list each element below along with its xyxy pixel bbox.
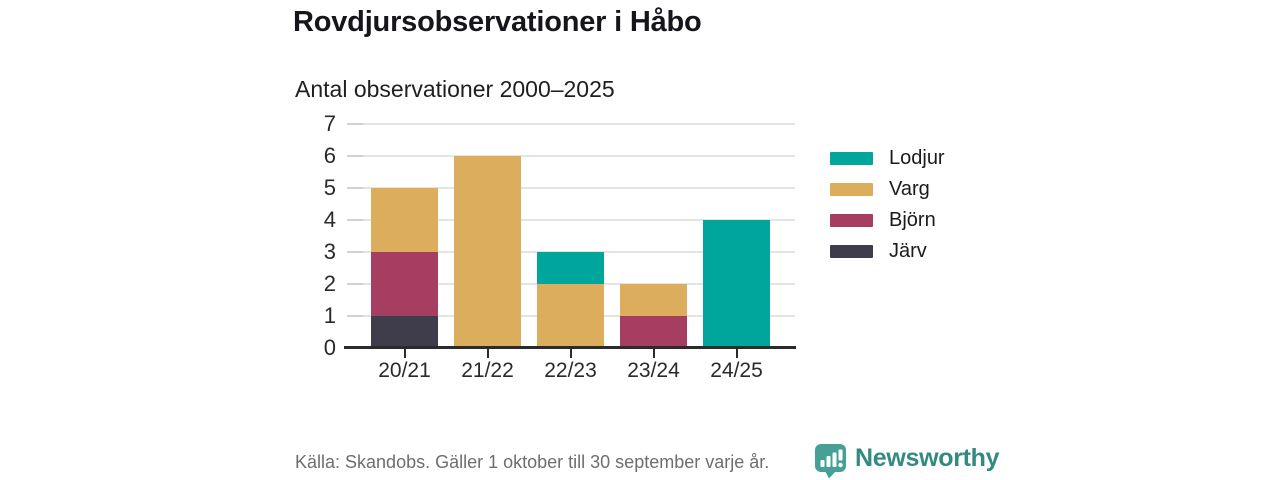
legend-swatch-järv (830, 245, 873, 258)
y-tick (347, 187, 363, 189)
gridline-y7 (347, 123, 795, 125)
newsworthy-logo: Newsworthy (814, 443, 1000, 479)
bar-segment-lodjur (703, 220, 770, 348)
bar-segment-varg (537, 284, 604, 348)
bar-22-23 (537, 252, 604, 348)
bar-segment-lodjur (537, 252, 604, 284)
y-axis-label-2: 2 (323, 271, 336, 296)
y-tick (347, 155, 363, 157)
legend-swatch-varg (830, 183, 873, 196)
bar-segment-järv (371, 316, 438, 348)
legend: Lodjur Varg Björn Järv (830, 143, 945, 267)
x-axis-label-22-23: 22/23 (544, 359, 597, 382)
newsworthy-bubble-chart-icon (815, 444, 846, 479)
chart-title: Rovdjursobservationer i Håbo (293, 6, 702, 38)
chart-subtitle: Antal observationer 2000–2025 (295, 76, 615, 102)
bar-23-24 (620, 284, 687, 348)
legend-item-varg: Varg (830, 174, 945, 205)
plot-area (347, 123, 795, 348)
bar-24-25 (703, 220, 770, 348)
x-tick (735, 349, 738, 358)
y-axis-label-5: 5 (323, 175, 336, 200)
x-axis-label-24-25: 24/25 (710, 359, 763, 382)
x-tick (486, 349, 489, 358)
legend-item-björn: Björn (830, 205, 945, 236)
bar-segment-varg (371, 188, 438, 252)
y-axis-label-6: 6 (323, 143, 336, 168)
x-tick (403, 349, 406, 358)
legend-swatch-björn (830, 214, 873, 227)
legend-label-järv: Järv (889, 240, 927, 262)
legend-item-lodjur: Lodjur (830, 143, 945, 174)
y-tick (347, 219, 363, 221)
legend-swatch-lodjur (830, 152, 873, 165)
y-axis-label-3: 3 (323, 239, 336, 264)
y-tick (347, 123, 363, 125)
y-axis-label-4: 4 (323, 207, 336, 232)
legend-item-järv: Järv (830, 236, 945, 267)
legend-label-varg: Varg (889, 178, 930, 200)
bar-21-22 (454, 156, 521, 348)
source-note: Källa: Skandobs. Gäller 1 oktober till 3… (295, 452, 770, 472)
x-axis-label-20-21: 20/21 (378, 359, 431, 382)
bar-segment-varg (620, 284, 687, 316)
y-tick (347, 315, 363, 317)
gridline-y5 (347, 187, 795, 189)
x-tick (652, 349, 655, 358)
x-tick (569, 349, 572, 358)
y-axis-label-0: 0 (323, 335, 336, 360)
x-axis-line (344, 346, 796, 349)
x-axis-label-23-24: 23/24 (627, 359, 680, 382)
bar-segment-björn (371, 252, 438, 316)
x-axis-label-21-22: 21/22 (461, 359, 514, 382)
gridline-y6 (347, 155, 795, 157)
bar-segment-björn (620, 316, 687, 348)
y-tick (347, 251, 363, 253)
y-tick (347, 283, 363, 285)
newsworthy-wordmark: Newsworthy (855, 444, 1000, 472)
y-axis-label-1: 1 (323, 303, 336, 328)
legend-label-björn: Björn (889, 209, 936, 231)
bar-20-21 (371, 188, 438, 348)
legend-label-lodjur: Lodjur (889, 147, 945, 169)
gridline-y4 (347, 219, 795, 221)
y-axis-label-7: 7 (323, 111, 336, 136)
bar-segment-varg (454, 156, 521, 348)
